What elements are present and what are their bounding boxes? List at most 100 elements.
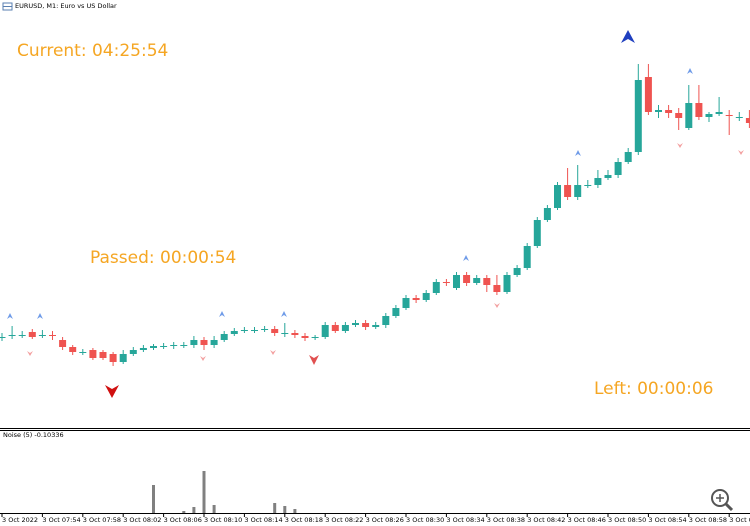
candle-body — [463, 275, 471, 283]
indicator-title: Noise (5) -0.10336 — [3, 431, 64, 439]
passed-time: Passed: 00:00:54 — [90, 248, 236, 268]
candle-body — [271, 329, 279, 333]
noise-bar — [293, 509, 297, 513]
candle-body — [311, 337, 319, 338]
candle-body — [594, 178, 602, 185]
time-label: 3 Oct 08:42 — [527, 516, 565, 524]
candle-body — [604, 175, 612, 178]
time-label: 3 Oct 08:18 — [285, 516, 323, 524]
candle-body — [170, 345, 178, 346]
noise-bar — [192, 507, 196, 513]
candle-body — [99, 352, 107, 358]
candle-body — [442, 282, 450, 283]
candle-body — [230, 331, 238, 334]
candle-body — [412, 298, 420, 300]
candle-body — [301, 336, 309, 338]
time-label: 3 Oct 08:54 — [648, 516, 686, 524]
candle-body — [220, 334, 228, 340]
candle-body — [89, 350, 97, 358]
signal-arrows — [7, 30, 744, 398]
time-label: 3 Oct 08:06 — [164, 516, 202, 524]
candle-body — [139, 348, 147, 350]
candle-body — [432, 282, 440, 293]
candle-body — [422, 293, 430, 300]
time-label: 3 Oct 09:02 — [729, 516, 750, 524]
noise-bar — [212, 505, 216, 513]
candle-body — [321, 325, 329, 337]
candle-body — [109, 354, 117, 362]
candle-body — [210, 340, 218, 345]
time-label: 3 Oct 08:14 — [244, 516, 282, 524]
candle-body — [341, 325, 349, 331]
candle-body — [8, 335, 16, 336]
candle-body — [523, 246, 531, 268]
candle-body — [291, 333, 299, 335]
zoom-icon[interactable] — [711, 489, 734, 512]
candle-body — [675, 113, 683, 118]
candle-body — [79, 352, 87, 353]
time-label: 3 Oct 08:34 — [446, 516, 484, 524]
candle-body — [59, 340, 67, 347]
candle-body — [705, 114, 713, 117]
time-label: 3 Oct 2022 — [2, 516, 38, 524]
candle-body — [119, 354, 127, 362]
candle-body — [493, 285, 501, 292]
candle-body — [745, 118, 750, 123]
candle-body — [685, 103, 693, 128]
candle-body — [150, 346, 157, 348]
time-label: 3 Oct 08:30 — [406, 516, 444, 524]
candle-body — [362, 323, 370, 327]
noise-bar — [202, 471, 206, 513]
time-label: 3 Oct 07:58 — [83, 516, 121, 524]
candle-body — [644, 77, 652, 112]
candle-body — [513, 268, 521, 275]
candle-body — [533, 220, 541, 246]
candle-body — [483, 278, 491, 285]
candle-body — [554, 185, 561, 208]
candle-body — [715, 112, 723, 114]
candle-body — [49, 335, 56, 336]
candle-body — [261, 329, 269, 330]
time-label: 3 Oct 08:46 — [568, 516, 606, 524]
candle-body — [453, 275, 460, 288]
candle-body — [564, 185, 572, 197]
candle-body — [584, 185, 592, 186]
candle-body — [473, 278, 481, 283]
time-label: 3 Oct 08:50 — [608, 516, 646, 524]
candle-body — [655, 110, 662, 112]
candle-body — [695, 103, 703, 117]
noise-bar — [283, 506, 287, 513]
sell-arrow — [309, 355, 319, 365]
candle-body — [402, 298, 410, 308]
candle-body — [624, 152, 632, 162]
sell-arrow — [105, 385, 119, 398]
time-label: 3 Oct 08:26 — [366, 516, 404, 524]
candle-body — [574, 185, 582, 197]
candle-body — [392, 308, 400, 316]
candle-body — [543, 208, 551, 220]
candle-body — [331, 325, 339, 331]
candle-body — [725, 115, 733, 116]
candle-body — [200, 340, 208, 345]
noise-bar — [273, 503, 277, 513]
symbol-icon — [2, 2, 13, 11]
candle-body — [69, 347, 77, 352]
noise-bar — [152, 485, 155, 513]
time-label: 3 Oct 08:02 — [123, 516, 161, 524]
candle-body — [0, 337, 6, 338]
noise-bar — [182, 511, 186, 513]
candle-body — [28, 332, 36, 337]
candle-body — [18, 335, 26, 336]
candle-body — [38, 335, 46, 336]
candle-body — [665, 110, 673, 113]
time-label: 3 Oct 08:38 — [487, 516, 525, 524]
candle-body — [352, 323, 359, 325]
candle-body — [382, 316, 390, 325]
time-label: 3 Oct 08:22 — [325, 516, 363, 524]
candle-body — [190, 340, 198, 345]
left-time: Left: 00:00:06 — [594, 379, 713, 399]
time-label: 3 Oct 08:58 — [689, 516, 727, 524]
candle-body — [240, 330, 248, 331]
